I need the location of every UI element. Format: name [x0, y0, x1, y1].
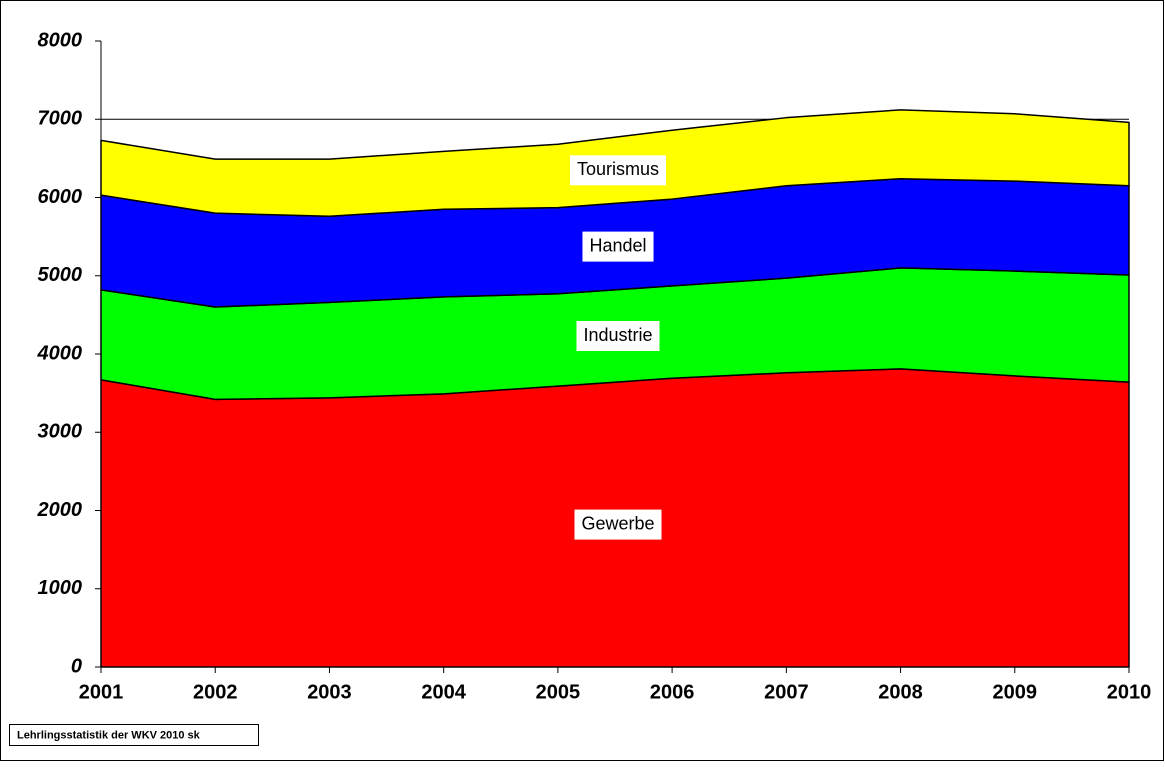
y-tick-label: 0	[71, 655, 82, 677]
x-tick-label: 2006	[650, 681, 695, 703]
x-tick-label: 2005	[536, 681, 581, 703]
series-label-box	[576, 321, 660, 352]
y-tick-label: 6000	[38, 186, 83, 208]
y-tick-label: 7000	[38, 108, 83, 130]
y-tick-label: 4000	[37, 342, 83, 364]
x-tick-label: 2008	[878, 681, 923, 703]
y-tick-label: 5000	[38, 264, 83, 286]
x-tick-label: 2001	[79, 681, 124, 703]
series-label: Tourismus	[577, 159, 659, 179]
x-tick-label: 2003	[307, 681, 352, 703]
y-tick-label: 8000	[38, 29, 83, 51]
x-tick-label: 2002	[193, 681, 238, 703]
y-tick-label: 1000	[38, 577, 83, 599]
series-label-box	[582, 231, 654, 262]
series-label-box	[569, 155, 667, 186]
note: Lehrlingsstatistik der WKV 2010 sk	[17, 729, 201, 741]
axes: 0 1000 2000 3000 4000 5000 6000 7000 8000 2001 200…	[37, 29, 1152, 703]
series-label: Gewerbe	[581, 513, 654, 533]
note-box	[9, 724, 259, 746]
y-tick-label: 2000	[37, 499, 83, 521]
series-labels: Gewerbe Industrie Handel Tourismus	[569, 155, 667, 540]
x-tick-label: 2009	[993, 681, 1038, 703]
x-tick-label: 2010	[1107, 681, 1152, 703]
series-label-box	[574, 509, 662, 540]
x-tick-label: 2007	[764, 681, 809, 703]
y-tick-label: 3000	[38, 421, 83, 443]
series-label: Handel	[589, 235, 646, 255]
series-label: Industrie	[583, 325, 652, 345]
areas	[100, 109, 1130, 668]
x-tick-label: 2004	[421, 681, 466, 703]
